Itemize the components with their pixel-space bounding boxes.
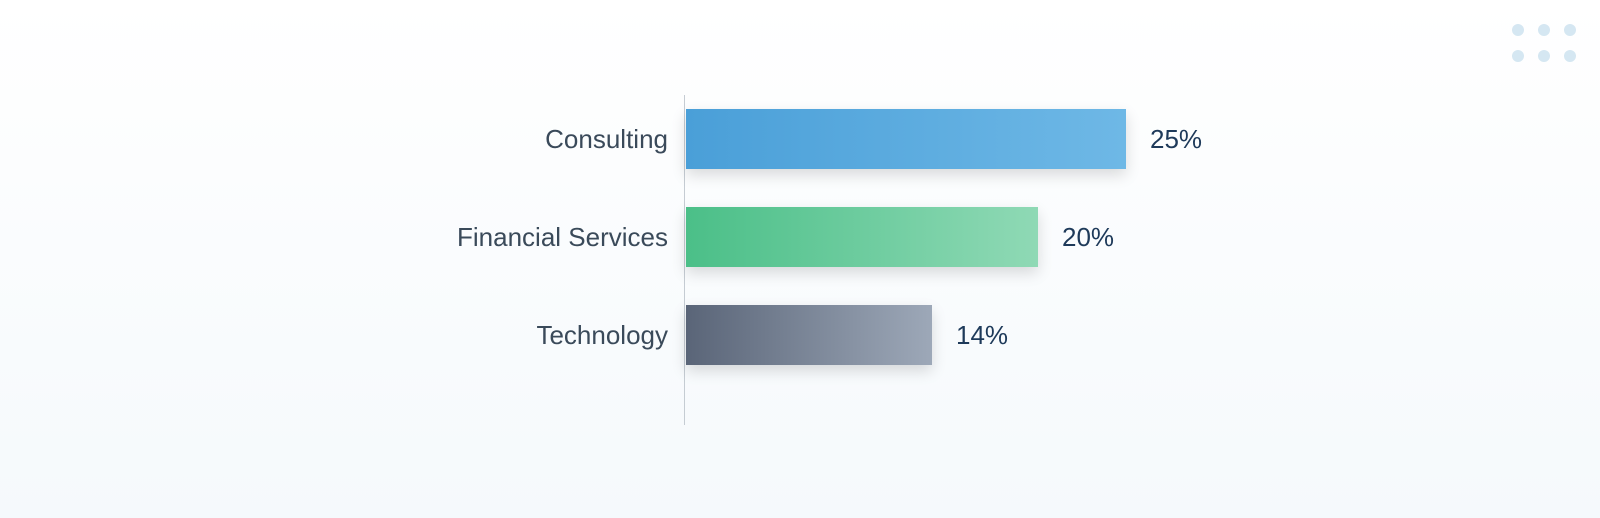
bar-value: 20% [1062,222,1114,253]
dot-icon [1538,24,1550,36]
bar-label: Consulting [390,124,668,155]
bar-chart: Consulting 25% Financial Services 20% Te… [390,95,1210,425]
bar-label: Technology [390,320,668,351]
bar-wrap: 20% [686,207,1114,267]
dot-icon [1538,50,1550,62]
bar-label: Financial Services [390,222,668,253]
dot-icon [1512,24,1524,36]
bar-value: 25% [1150,124,1202,155]
bar [686,109,1126,169]
bar [686,207,1038,267]
dot-icon [1564,50,1576,62]
bar-value: 14% [956,320,1008,351]
dot-icon [1512,50,1524,62]
bar [686,305,932,365]
bar-row: Technology 14% [390,305,1210,365]
dot-icon [1564,24,1576,36]
bar-wrap: 14% [686,305,1008,365]
bar-wrap: 25% [686,109,1202,169]
bar-row: Financial Services 20% [390,207,1210,267]
dots-decoration [1512,24,1576,62]
bar-row: Consulting 25% [390,109,1210,169]
